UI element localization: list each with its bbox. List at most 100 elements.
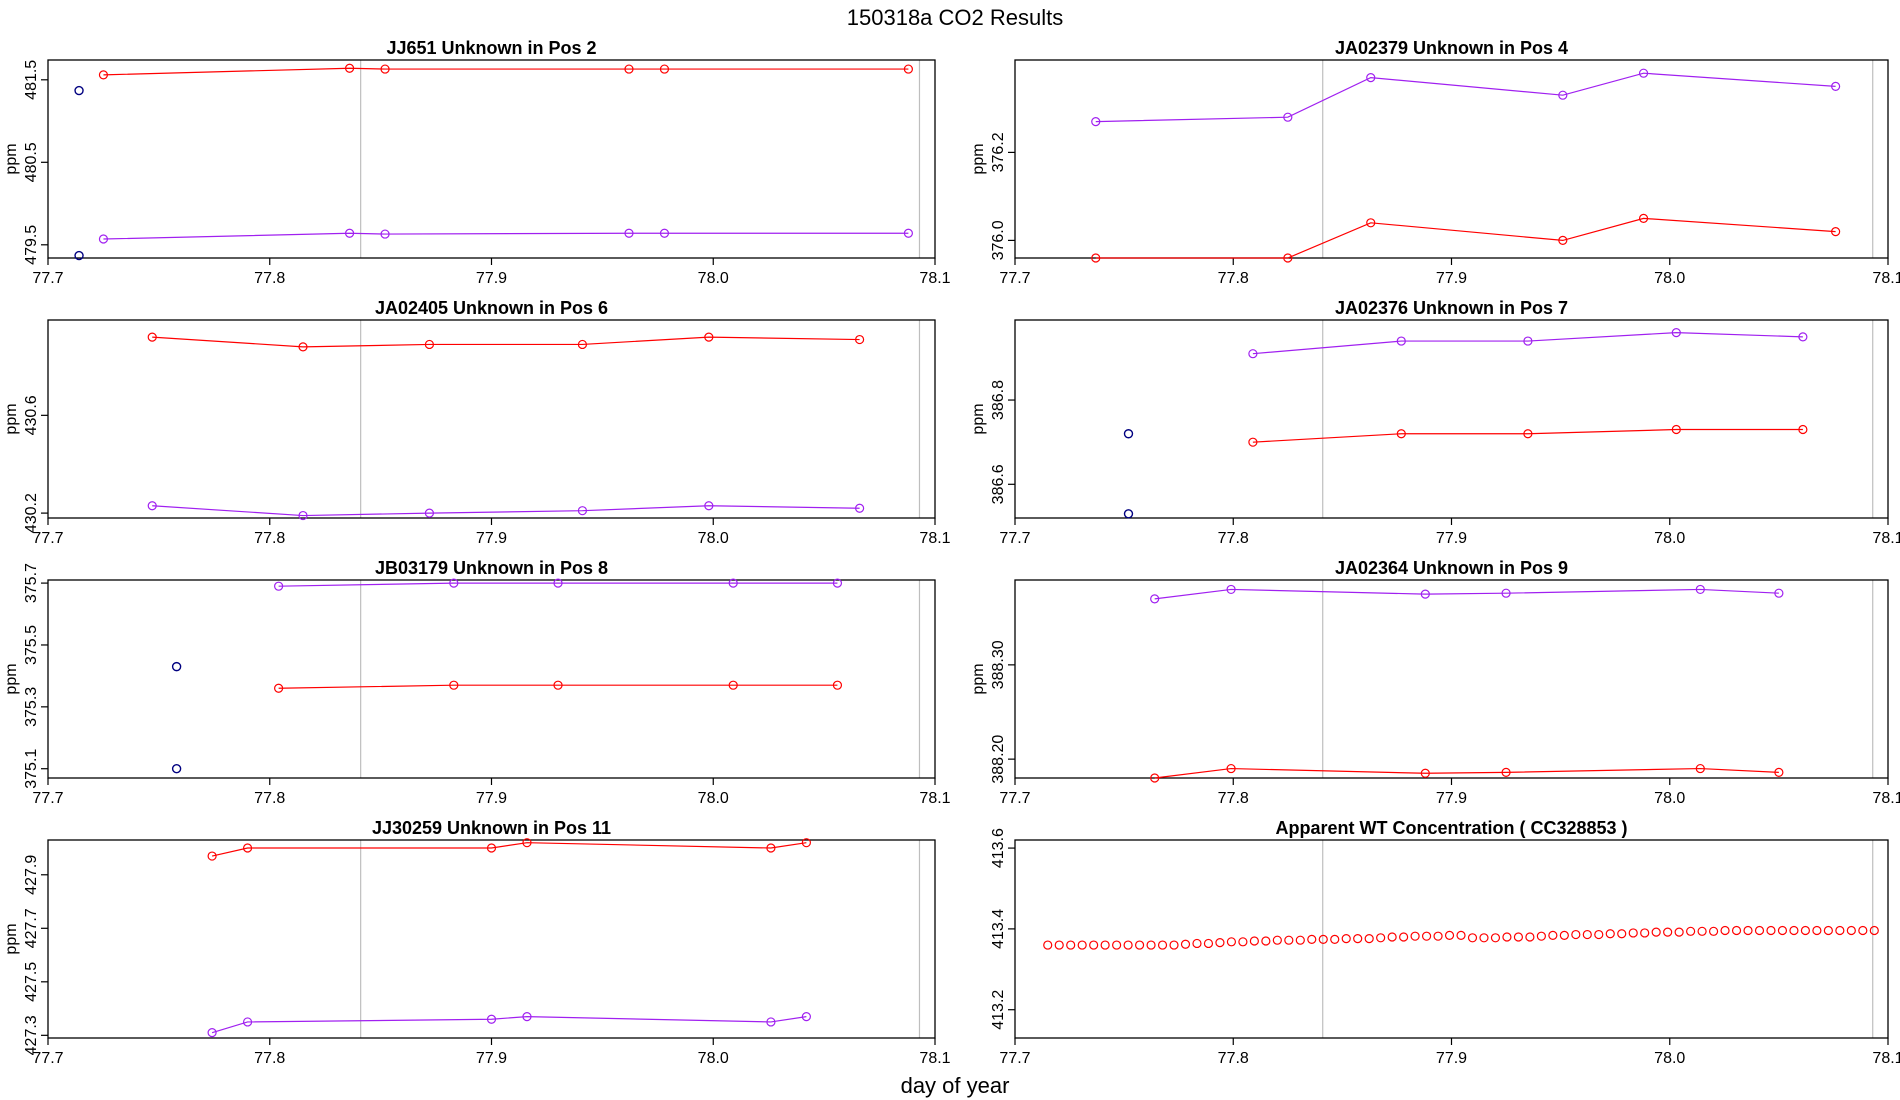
data-point-red	[1366, 218, 1376, 228]
scatter-point	[1754, 925, 1765, 936]
chart-panel-2: JA02379 Unknown in Pos 4 77.7 77.8 77.9 78.0…	[970, 38, 1900, 287]
data-point-red	[1091, 253, 1101, 263]
plot-frame	[47, 59, 936, 259]
x-tick-label: 77.9	[1436, 530, 1467, 547]
chart-panel-7: JJ30259 Unknown in Pos 11 77.7 77.8 77.9 78.…	[3, 818, 951, 1067]
data-point-red	[855, 334, 865, 345]
x-tick-label: 78.0	[1654, 790, 1685, 807]
data-point-purple	[298, 510, 308, 521]
series-line-purple	[152, 505, 860, 517]
scatter-point	[1640, 928, 1650, 938]
scatter-point	[1743, 925, 1753, 936]
data-point-purple	[1248, 349, 1258, 359]
data-point-red	[242, 843, 253, 853]
scatter-point	[1330, 934, 1340, 945]
series-line-red	[278, 684, 838, 689]
data-point-red	[1523, 429, 1533, 439]
scatter-point	[1594, 929, 1604, 940]
x-tick-label: 78.0	[698, 530, 729, 547]
scatter-point	[1387, 932, 1397, 942]
x-tick-label: 78.0	[1654, 270, 1685, 287]
series-line-red	[1252, 428, 1803, 443]
y-tick-label: 413.2	[990, 990, 1007, 1030]
x-tick-label: 78.1	[919, 790, 950, 807]
data-point-red	[1558, 235, 1568, 245]
x-tick-label: 77.7	[999, 530, 1030, 547]
chart-panel-8: Apparent WT Concentration ( CC328853 ) 77…	[990, 818, 1900, 1067]
scatter-point	[1720, 925, 1730, 936]
series-line-purple	[1095, 72, 1836, 123]
series-line-purple	[1252, 332, 1803, 355]
scatter-point	[1513, 932, 1524, 942]
x-tick-label: 77.9	[476, 530, 507, 547]
x-tick-label: 77.9	[1436, 790, 1467, 807]
data-point-purple	[449, 578, 459, 588]
series-line-purple	[278, 582, 838, 587]
data-point-purple	[801, 1011, 811, 1022]
scatter-point	[1548, 930, 1558, 940]
data-point-red	[659, 64, 670, 74]
x-tick-label: 78.0	[1654, 1050, 1685, 1067]
y-tick-label: 375.3	[23, 687, 40, 727]
x-tick-label: 77.8	[254, 1050, 285, 1067]
data-point-purple	[1226, 584, 1236, 595]
y-tick-label: 430.2	[23, 493, 40, 533]
data-point-red	[274, 683, 284, 693]
panel-title: JA02364 Unknown in Pos 9	[1335, 558, 1568, 578]
scatter-point	[1456, 930, 1466, 940]
x-tick-label: 77.7	[999, 1050, 1030, 1067]
scatter-point	[1628, 928, 1638, 938]
data-point-red	[1396, 429, 1406, 439]
x-tick-label: 78.0	[698, 790, 729, 807]
scatter-point	[1869, 925, 1879, 936]
y-tick-label: 386.8	[990, 380, 1007, 420]
plot-frame	[1014, 579, 1889, 779]
x-axis-label: day of year	[901, 1073, 1010, 1098]
y-tick-label: 375.1	[23, 749, 40, 789]
scatter-point	[1605, 929, 1615, 939]
data-point-purple	[577, 506, 588, 516]
data-point-purple	[659, 228, 670, 238]
panel-title: JA02405 Unknown in Pos 6	[375, 298, 608, 318]
y-tick-label: 376.0	[990, 220, 1007, 260]
data-point-purple	[1831, 81, 1841, 92]
x-tick-label: 78.0	[698, 270, 729, 287]
plot-frame	[47, 579, 936, 779]
scatter-point	[1112, 940, 1122, 950]
scatter-point	[1157, 940, 1168, 950]
data-point-purple	[242, 1017, 253, 1027]
scatter-point	[1100, 940, 1110, 950]
series-line-red	[211, 842, 807, 857]
y-tick-label: 479.5	[23, 225, 40, 265]
data-point-red	[380, 64, 390, 74]
x-tick-label: 77.7	[999, 790, 1030, 807]
y-tick-label: 427.9	[23, 855, 40, 895]
scatter-point	[1766, 925, 1776, 936]
data-point-purple	[1523, 336, 1533, 346]
data-point-red	[424, 339, 435, 350]
data-point-purple	[486, 1014, 497, 1024]
x-tick-label: 77.7	[999, 270, 1030, 287]
series-line-red	[1154, 767, 1779, 779]
scatter-point	[1353, 933, 1363, 944]
x-tick-label: 77.8	[254, 790, 285, 807]
scatter-point	[1467, 933, 1478, 943]
scatter-point	[1686, 926, 1696, 936]
y-tick-label: 481.5	[23, 60, 40, 100]
data-point-purple	[147, 501, 157, 511]
data-point-red	[1695, 763, 1705, 774]
y-tick-label: 427.3	[23, 1015, 40, 1055]
scatter-point	[1444, 930, 1455, 940]
data-point-purple	[1501, 588, 1511, 598]
scatter-point	[1731, 925, 1742, 936]
scatter-point	[1490, 933, 1501, 943]
x-tick-label: 77.7	[32, 790, 63, 807]
data-point-red	[801, 838, 811, 848]
chart-panel-1: JJ651 Unknown in Pos 2 77.7 77.8 77.9 78.0 78…	[3, 38, 951, 287]
data-point-purple	[624, 228, 634, 238]
scatter-point	[1846, 925, 1856, 936]
scatter-point	[1043, 940, 1053, 950]
scatter-point	[1812, 925, 1822, 936]
scatter-point	[1663, 927, 1673, 937]
y-axis-label: ppm	[970, 403, 987, 434]
